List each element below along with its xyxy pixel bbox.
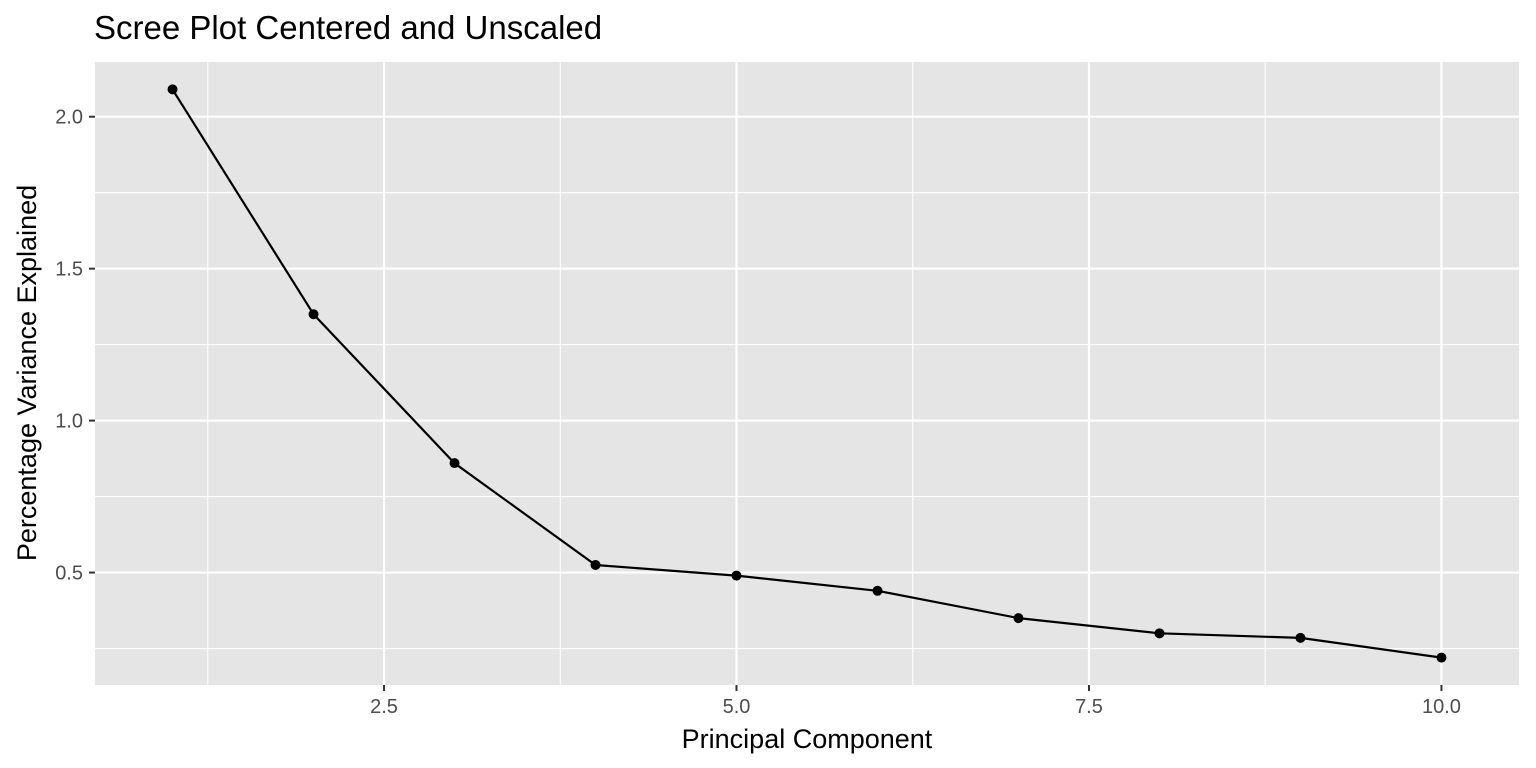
y-axis: 0.5 1.0 1.5 2.0: [55, 107, 95, 585]
data-point-pc5: [731, 570, 742, 581]
data-point-pc6: [872, 585, 883, 596]
data-point-pc7: [1013, 613, 1024, 624]
x-tick-label-1: 5.0: [723, 696, 751, 718]
series-points: [167, 84, 1447, 663]
y-tick-label-3: 2.0: [55, 107, 83, 129]
x-axis: 2.5 5.0 7.5 10.0: [370, 685, 1461, 718]
data-point-pc4: [590, 559, 601, 570]
data-point-pc3: [449, 458, 460, 469]
data-point-pc9: [1295, 632, 1306, 643]
x-axis-title: Principal Component: [682, 724, 933, 754]
data-point-pc1: [167, 84, 178, 95]
series-lines: [171, 88, 1442, 659]
y-axis-title: Percentage Variance Explained: [12, 185, 42, 561]
y-tick-label-1: 1.0: [55, 411, 83, 433]
x-tick-label-0: 2.5: [370, 696, 398, 718]
minor-gridlines: [95, 62, 1519, 685]
y-tick-label-2: 1.5: [55, 259, 83, 281]
chart-title: Scree Plot Centered and Unscaled: [94, 9, 602, 46]
x-tick-label-3: 10.0: [1422, 696, 1461, 718]
data-point-pc8: [1154, 628, 1165, 639]
data-point-pc2: [308, 309, 319, 320]
series-line-0: [171, 88, 1442, 659]
major-gridlines: [95, 62, 1519, 685]
data-point-pc10: [1436, 652, 1447, 663]
x-tick-label-2: 7.5: [1075, 696, 1103, 718]
y-tick-label-0: 0.5: [55, 563, 83, 585]
plot-panel: [95, 62, 1519, 685]
